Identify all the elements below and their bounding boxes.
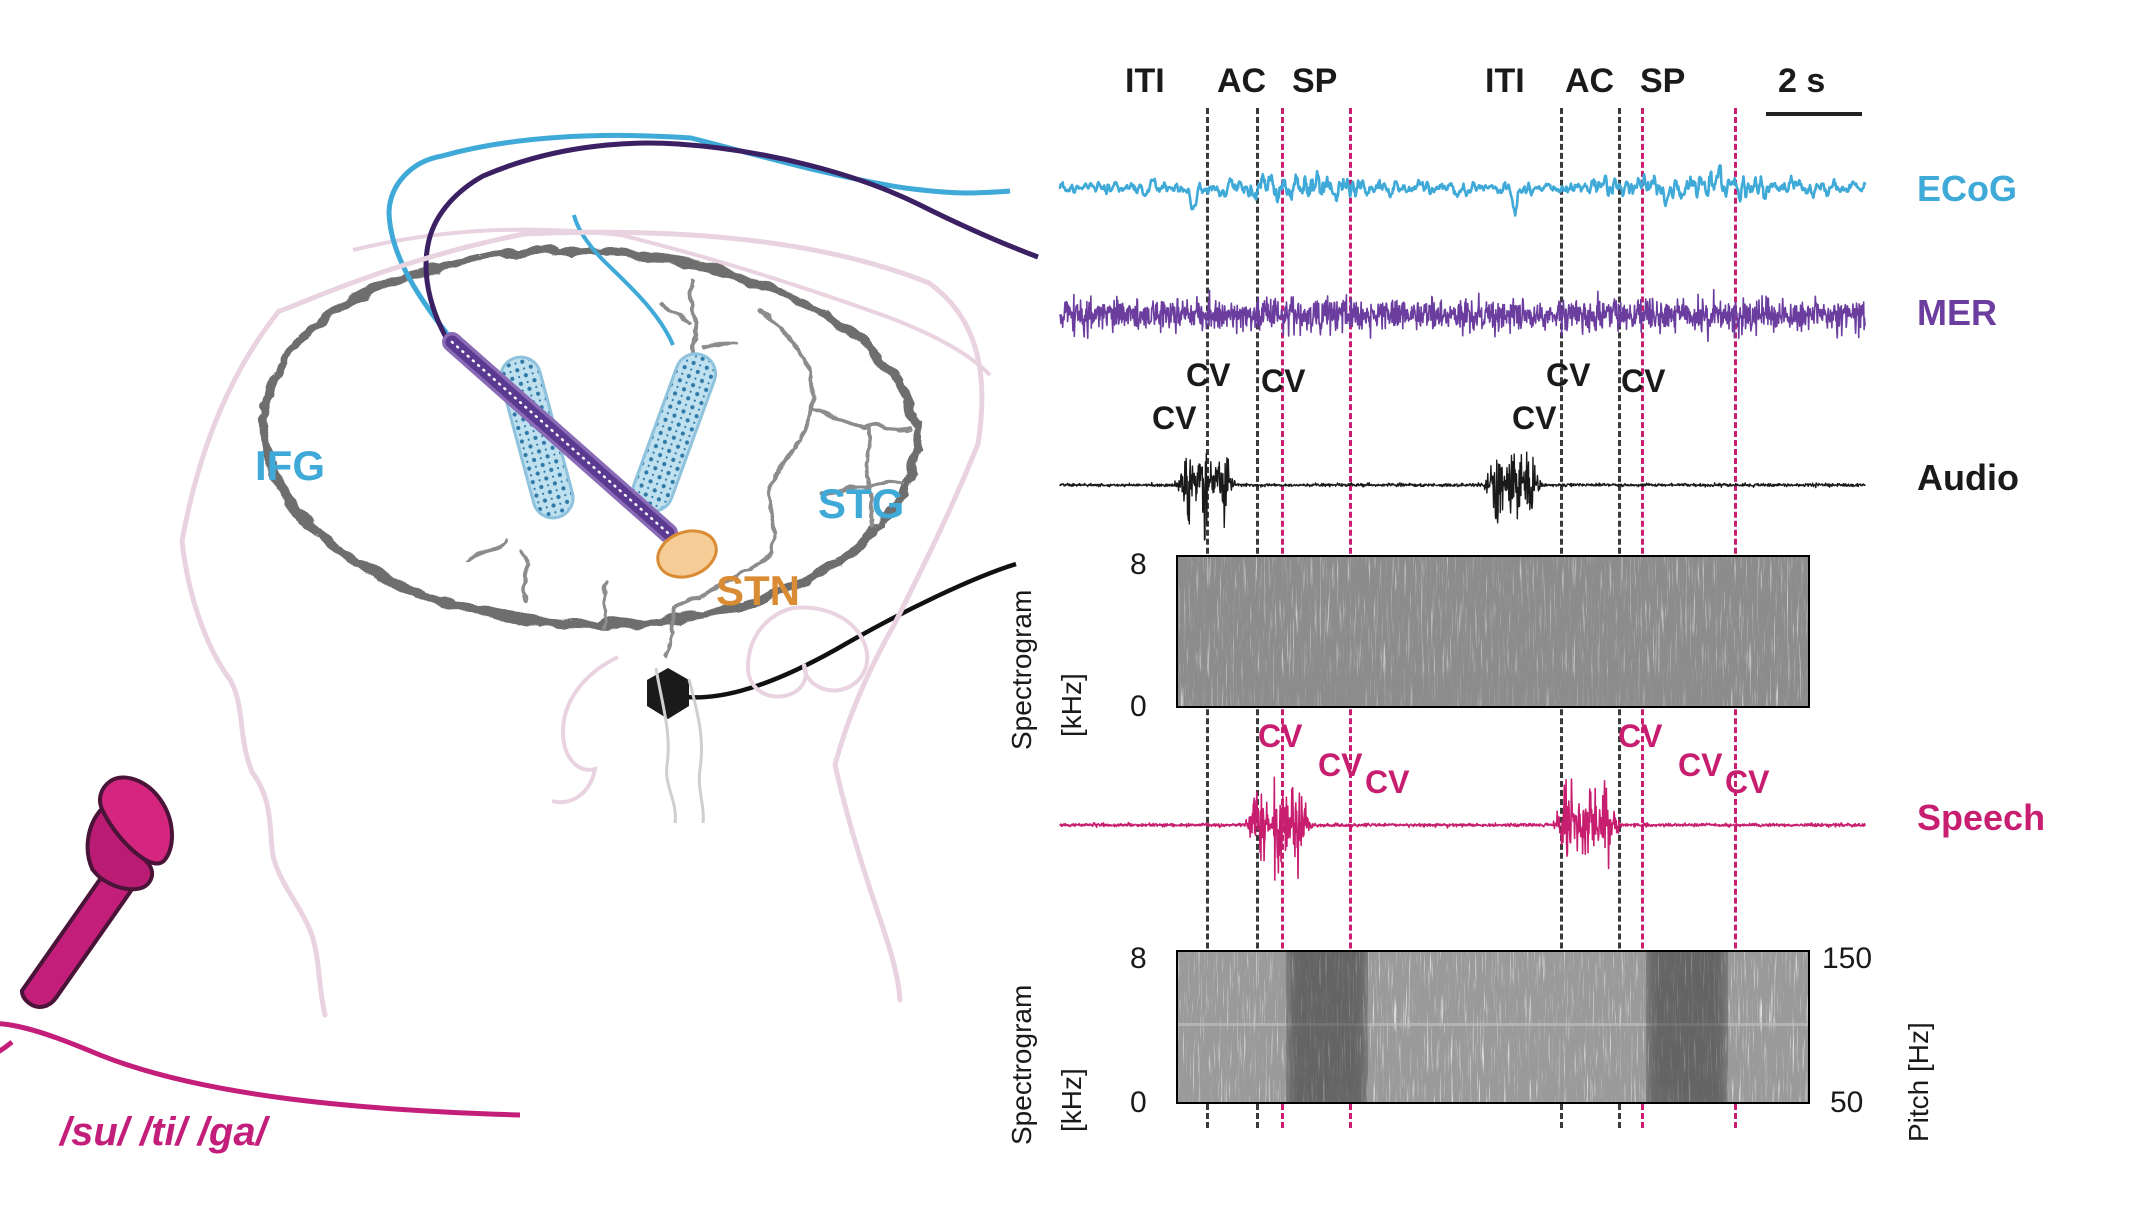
svg-text:STN: STN <box>716 567 800 614</box>
svg-text:IFG: IFG <box>255 442 325 489</box>
svg-text:/su/ /ti/ /ga/: /su/ /ti/ /ga/ <box>58 1110 271 1154</box>
svg-text:STG: STG <box>818 480 904 527</box>
